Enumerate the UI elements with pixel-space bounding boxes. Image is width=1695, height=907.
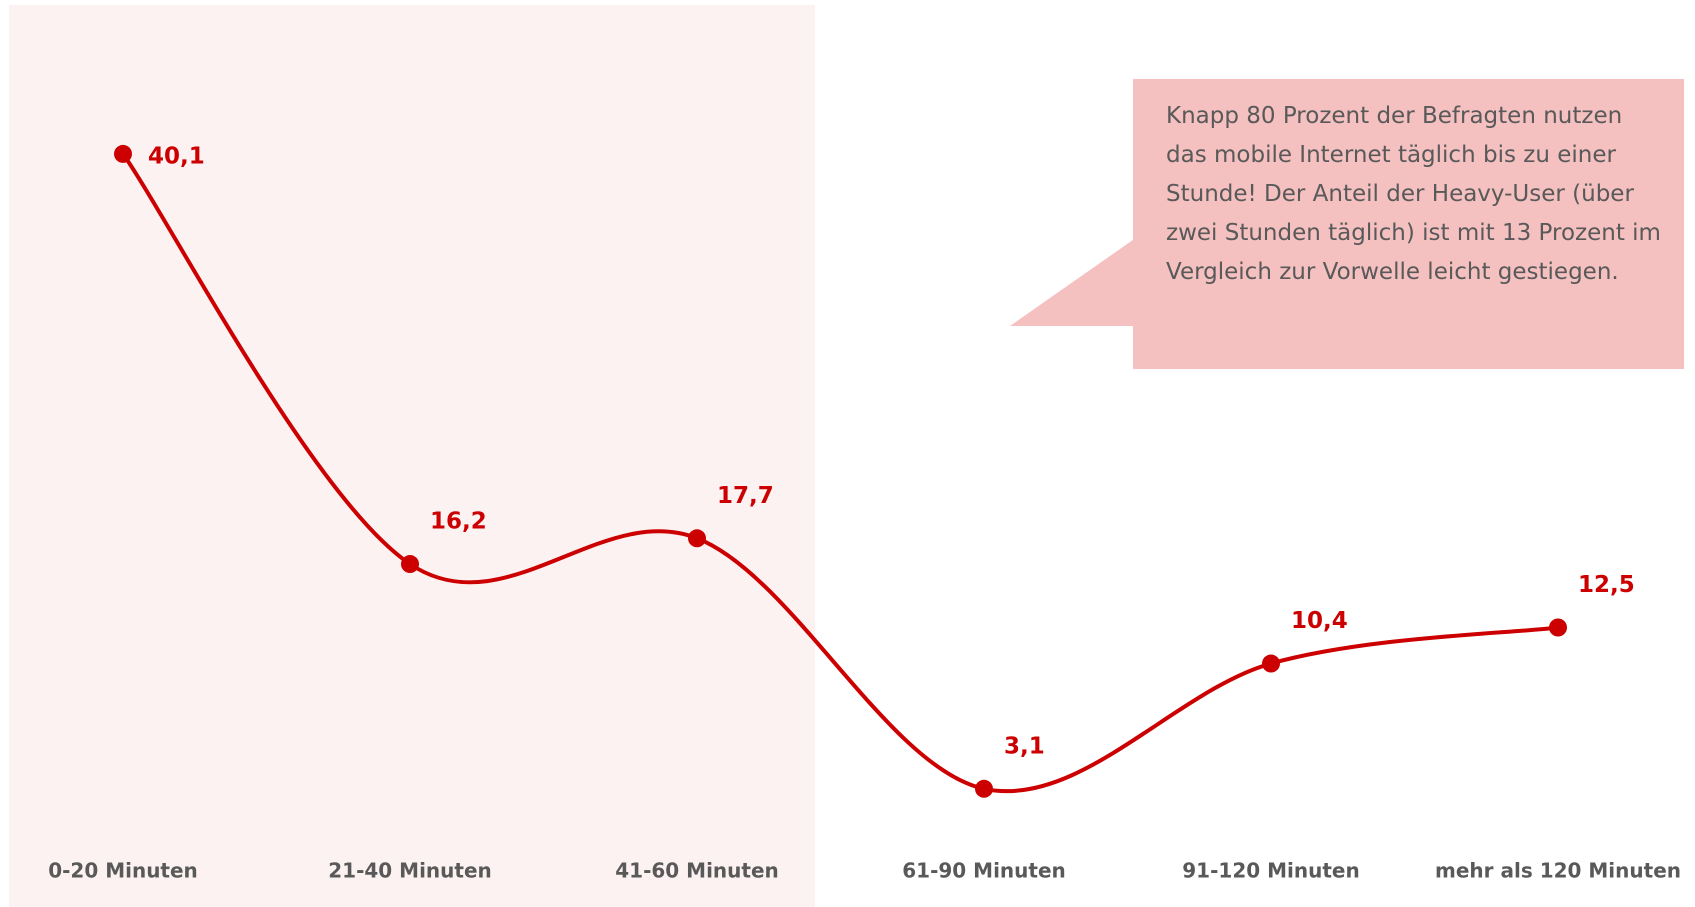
point bbox=[401, 555, 419, 574]
callout: Knapp 80 Prozent der Befragten nutzen da… bbox=[1133, 79, 1684, 369]
x-tick-label: 41-60 Minuten bbox=[615, 859, 779, 883]
x-tick-label: mehr als 120 Minuten bbox=[1435, 859, 1681, 883]
point bbox=[114, 144, 132, 163]
highlight-band bbox=[9, 5, 815, 907]
value-label: 16,2 bbox=[430, 509, 487, 535]
value-label: 3,1 bbox=[1004, 733, 1045, 759]
x-tick-label: 0-20 Minuten bbox=[48, 859, 198, 883]
point bbox=[975, 779, 993, 798]
value-label: 17,7 bbox=[717, 483, 774, 509]
x-tick-label: 21-40 Minuten bbox=[328, 859, 492, 883]
x-tick-label: 91-120 Minuten bbox=[1182, 859, 1359, 883]
point bbox=[1262, 654, 1280, 673]
value-label: 12,5 bbox=[1578, 572, 1635, 598]
value-label: 40,1 bbox=[148, 143, 205, 169]
point bbox=[688, 529, 706, 548]
x-tick-label: 61-90 Minuten bbox=[902, 859, 1066, 883]
value-label: 10,4 bbox=[1291, 608, 1348, 634]
point bbox=[1549, 618, 1567, 637]
callout-pointer bbox=[1010, 235, 1140, 326]
